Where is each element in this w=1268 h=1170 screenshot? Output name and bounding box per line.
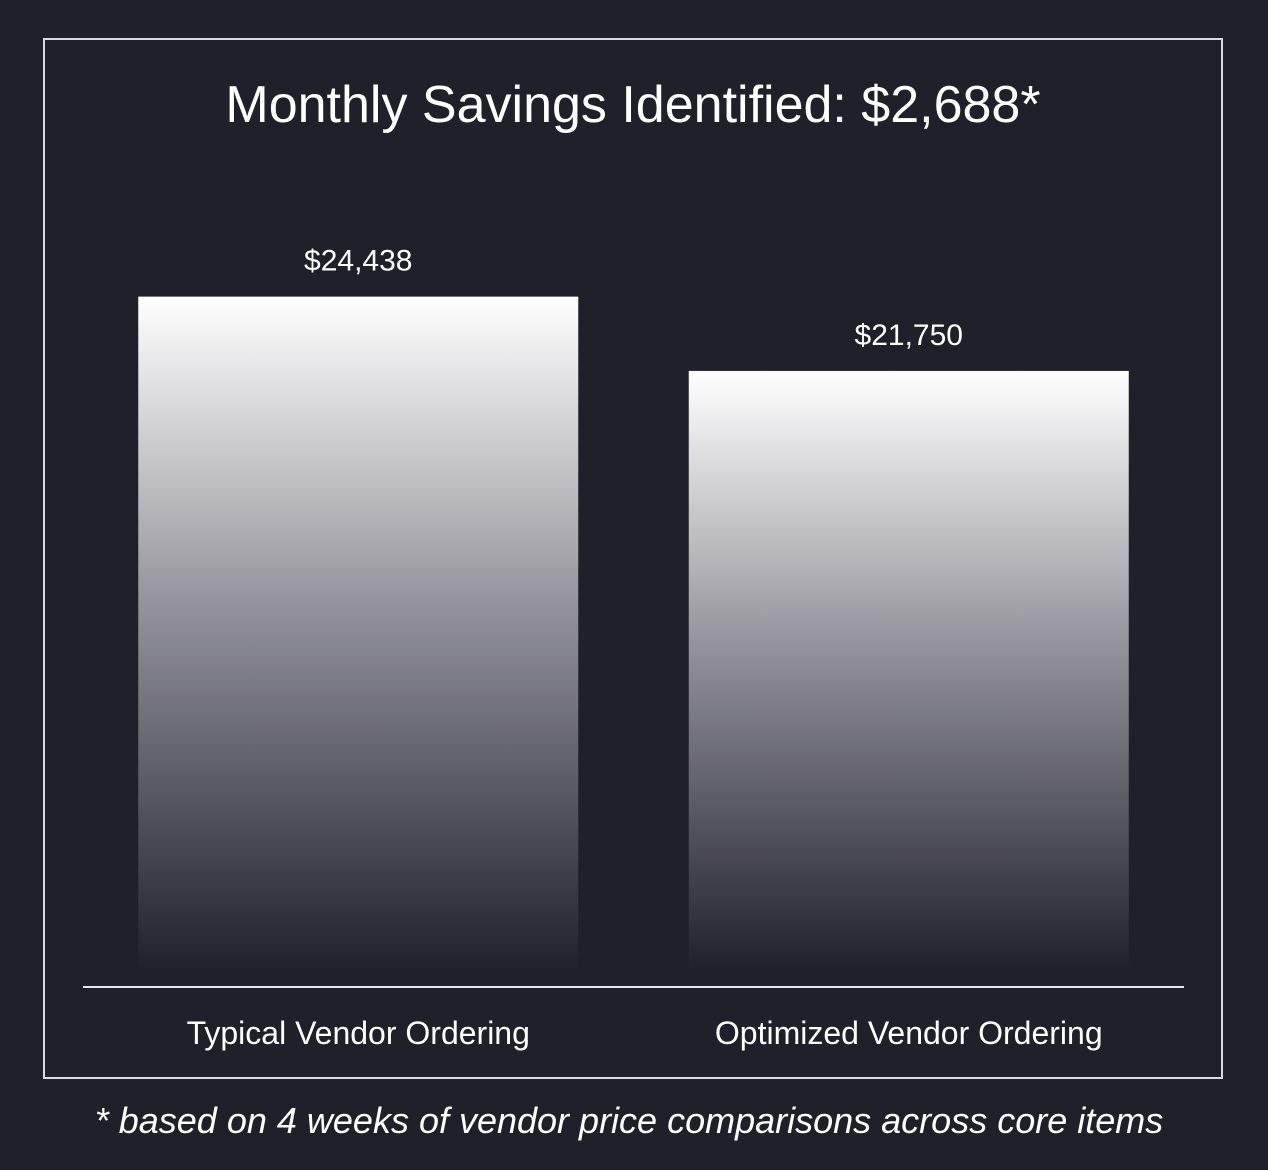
category-label-1: Typical Vendor Ordering bbox=[187, 1015, 530, 1051]
footnote: * based on 4 weeks of vendor price compa… bbox=[94, 1100, 1164, 1141]
bars-layer bbox=[138, 296, 1129, 973]
labels-layer: $24,438 Typical Vendor Ordering $21,750 Opt… bbox=[187, 245, 1103, 1051]
bar-1 bbox=[138, 296, 579, 972]
category-label-2: Optimized Vendor Ordering bbox=[715, 1015, 1103, 1051]
chart-frame bbox=[43, 38, 1223, 1079]
data-label-2: $21,750 bbox=[855, 319, 963, 352]
chart-title: Monthly Savings Identified: $2,688* bbox=[225, 76, 1041, 134]
data-label-1: $24,438 bbox=[304, 245, 412, 278]
bar-2 bbox=[688, 370, 1129, 973]
